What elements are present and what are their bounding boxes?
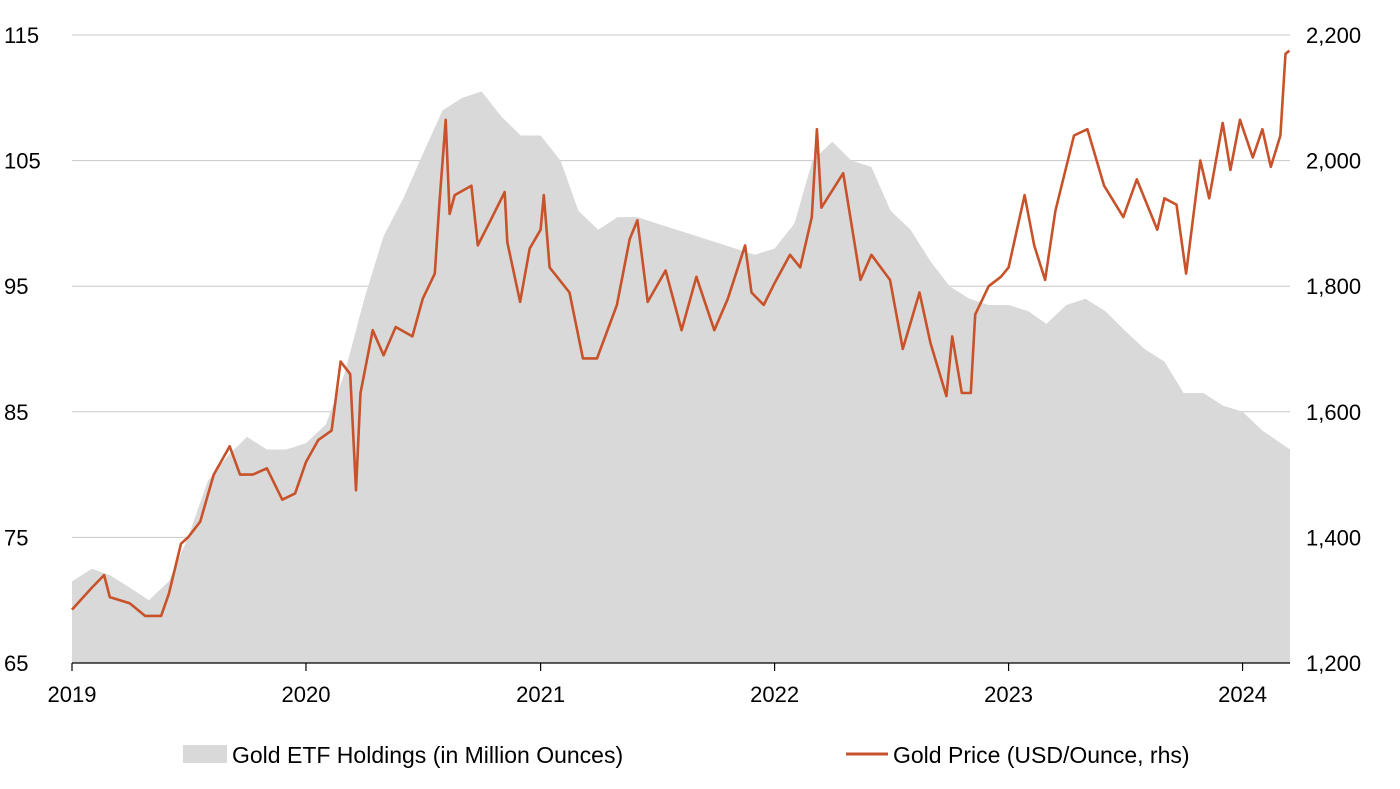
y-right-tick-label: 2,200 (1306, 23, 1361, 48)
x-tick-label: 2019 (48, 682, 97, 707)
legend-label-etf-holdings: Gold ETF Holdings (in Million Ounces) (232, 742, 623, 768)
y-left-ticks: 65 75 85 95 105 115 (4, 23, 41, 676)
gold-price-line (71, 49, 1291, 618)
etf-holdings-area (72, 91, 1290, 663)
y-left-tick-label: 105 (4, 149, 41, 174)
x-tick-label: 2021 (516, 682, 565, 707)
y-right-tick-label: 1,200 (1306, 651, 1361, 676)
y-right-tick-label: 2,000 (1306, 149, 1361, 174)
x-tick-label: 2020 (282, 682, 331, 707)
y-right-tick-label: 1,600 (1306, 400, 1361, 425)
legend-swatch-etf-holdings (183, 745, 227, 763)
x-tick-label: 2023 (984, 682, 1033, 707)
x-tick-label: 2022 (750, 682, 799, 707)
x-tick-label: 2024 (1218, 682, 1267, 707)
legend-label-gold-price: Gold Price (USD/Ounce, rhs) (893, 742, 1190, 768)
y-right-tick-label: 1,400 (1306, 525, 1361, 550)
legend: Gold ETF Holdings (in Million Ounces) Go… (183, 742, 1190, 768)
y-left-tick-label: 65 (4, 651, 28, 676)
y-left-tick-label: 95 (4, 274, 28, 299)
x-ticks: 2019 2020 2021 2022 2023 2024 (48, 663, 1267, 707)
y-left-tick-label: 85 (4, 400, 28, 425)
y-left-tick-label: 115 (4, 23, 39, 48)
y-right-ticks: 1,200 1,400 1,600 1,800 2,000 2,200 (1306, 23, 1361, 676)
y-left-tick-label: 75 (4, 525, 28, 550)
y-right-tick-label: 1,800 (1306, 274, 1361, 299)
